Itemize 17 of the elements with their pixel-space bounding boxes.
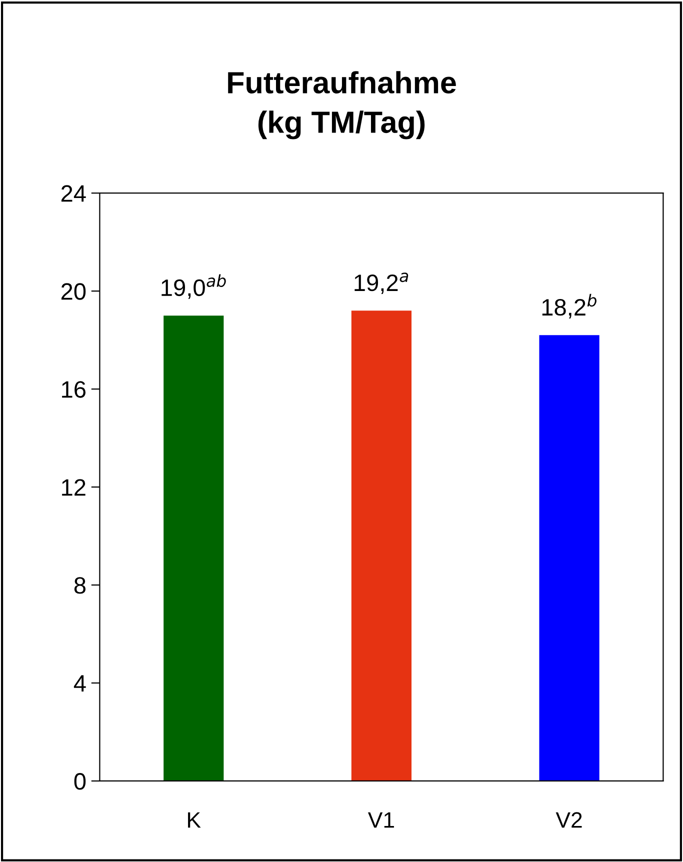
- y-tick-label: 8: [74, 577, 86, 594]
- y-tick-label: 16: [62, 381, 86, 398]
- data-label: 19,2$^{a}$: [354, 272, 408, 294]
- x-tick-label: V2: [556, 812, 582, 828]
- data-label: 18,2$^{b}$: [542, 294, 596, 318]
- bar: [539, 335, 600, 781]
- chart-title: Futteraufnahme (kg TM/Tag): [228, 71, 456, 140]
- y-tick-label: 0: [74, 773, 86, 790]
- bar: [164, 316, 224, 781]
- x-tick-label: V1: [368, 812, 394, 828]
- y-tick-label: 4: [74, 675, 86, 692]
- y-tick-label: 20: [61, 283, 86, 300]
- y-tick-label: 24: [61, 185, 86, 202]
- y-tick-label: 12: [62, 479, 86, 496]
- bar: [351, 310, 412, 781]
- x-tick-label: K: [188, 812, 201, 828]
- data-label: 19,0$^{ab}$: [162, 274, 226, 299]
